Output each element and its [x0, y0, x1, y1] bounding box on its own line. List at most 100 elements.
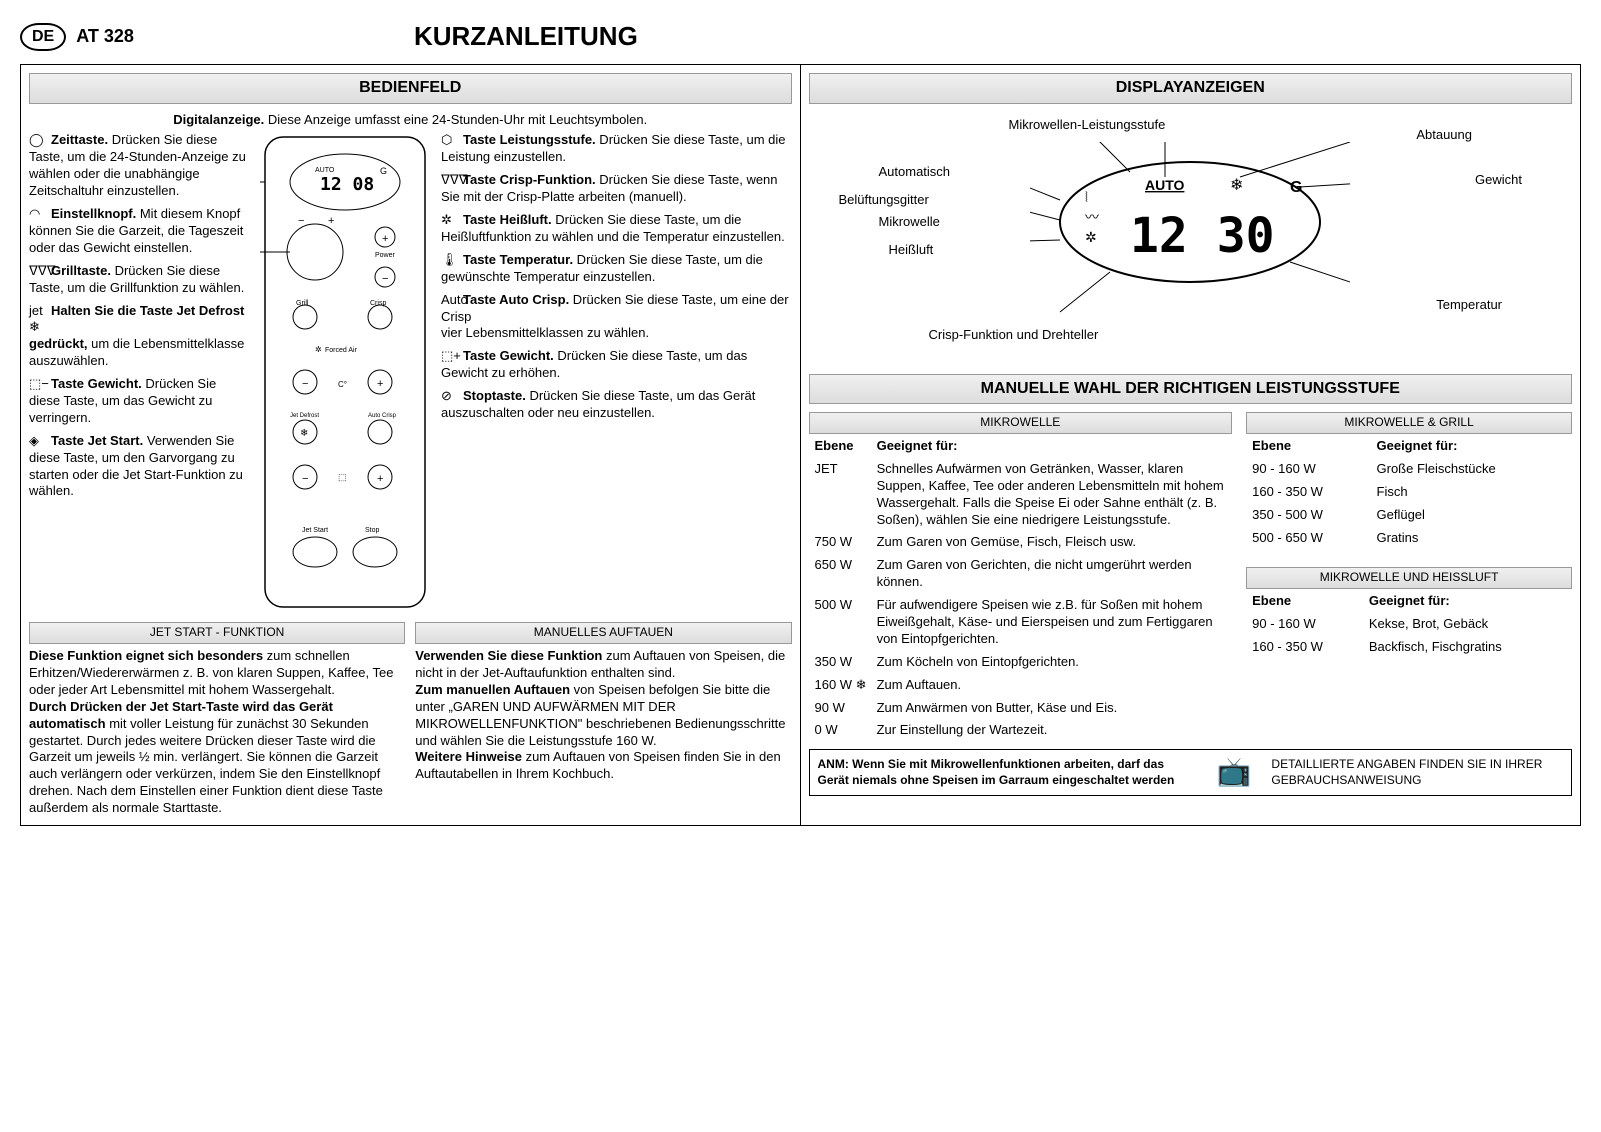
auto-crisp-icon: Auto Crisp [441, 292, 459, 326]
table-row: 350 WZum Köcheln von Eintopfgerichten. [811, 652, 1231, 673]
svg-text:AUTO: AUTO [1145, 177, 1185, 193]
callout-item: ◈Taste Jet Start. Verwenden Sie diese Ta… [29, 433, 249, 501]
svg-text:−: − [302, 378, 308, 390]
svg-text:✲: ✲ [1085, 229, 1097, 245]
table-row: 650 WZum Garen von Gerichten, die nicht … [811, 555, 1231, 593]
callout-item: ⬡Taste Leistungsstufe. Drücken Sie diese… [441, 132, 792, 166]
mw-table-header: MIKROWELLE [809, 412, 1233, 434]
jet-start-box: JET START - FUNKTION Diese Funktion eign… [29, 622, 405, 817]
footer-note: ANM: Wenn Sie mit Mikrowellenfunktionen … [809, 749, 1573, 795]
svg-text:12 30: 12 30 [1130, 208, 1275, 264]
callout-item: 🌡Taste Temperatur. Drücken Sie diese Tas… [441, 252, 792, 286]
mw-table: EbeneGeeignet für: JETSchnelles Aufwärme… [809, 434, 1233, 743]
svg-text:Forced Air: Forced Air [325, 347, 358, 354]
svg-text:+: + [382, 233, 388, 245]
callout-item: ⬚+Taste Gewicht. Drücken Sie diese Taste… [441, 348, 792, 382]
svg-text:+: + [377, 378, 383, 390]
callout-item: ᐁᐁᐁGrilltaste. Drücken Sie diese Taste, … [29, 263, 249, 297]
bedienfeld-heading: BEDIENFELD [29, 73, 792, 104]
table-row: 90 - 160 WGroße Fleischstücke [1248, 459, 1570, 480]
powerlevels-heading: MANUELLE WAHL DER RICHTIGEN LEISTUNGSSTU… [809, 374, 1573, 405]
callout-item: ✲Taste Heißluft. Drücken Sie diese Taste… [441, 212, 792, 246]
svg-text:G: G [380, 166, 387, 176]
main-content: BEDIENFELD Digitalanzeige. Diese Anzeige… [20, 64, 1581, 826]
label-weight: Gewicht [1475, 172, 1522, 189]
stop-icon: ⊘ [441, 388, 459, 405]
svg-text:Jet Defrost: Jet Defrost [290, 413, 319, 419]
model-number: AT 328 [76, 25, 134, 48]
microwave-icon: 📺 [1217, 754, 1252, 790]
table-row: 350 - 500 WGeflügel [1248, 505, 1570, 526]
label-crisp-turntable: Crisp-Funktion und Drehteller [929, 327, 1099, 344]
svg-text:+: + [377, 473, 383, 485]
svg-text:C°: C° [338, 380, 347, 389]
mw-heiss-table-section: MIKROWELLE UND HEISSLUFT EbeneGeeignet f… [1246, 567, 1572, 659]
table-row: 160 - 350 WFisch [1248, 482, 1570, 503]
weight-minus-icon: ⬚− [29, 376, 47, 393]
svg-text:〰: 〰 [1085, 209, 1099, 225]
jet-start-title: JET START - FUNKTION [29, 622, 405, 644]
manual-defrost-box: MANUELLES AUFTAUEN Verwenden Sie diese F… [415, 622, 791, 817]
manual-defrost-title: MANUELLES AUFTAUEN [415, 622, 791, 644]
callout-item: ⬚−Taste Gewicht. Drücken Sie diese Taste… [29, 376, 249, 427]
svg-text:⦚: ⦚ [1085, 189, 1088, 205]
table-row: 90 - 160 WKekse, Brot, Gebäck [1248, 614, 1570, 635]
temp-icon: 🌡 [441, 252, 459, 269]
svg-text:AUTO: AUTO [315, 167, 335, 174]
table-row: 500 - 650 WGratins [1248, 528, 1570, 549]
jet-defrost-icon: jet ❄ [29, 303, 47, 337]
svg-text:✲: ✲ [315, 345, 322, 354]
clock-icon: ◯ [29, 132, 47, 149]
table-row: JETSchnelles Aufwärmen von Getränken, Wa… [811, 459, 1231, 531]
svg-text:Stop: Stop [365, 527, 380, 534]
mw-grill-table-section: MIKROWELLE & GRILL EbeneGeeignet für: 90… [1246, 412, 1572, 550]
svg-text:−: − [302, 473, 308, 485]
svg-text:Grill: Grill [296, 300, 309, 307]
mw-table-section: MIKROWELLE EbeneGeeignet für: JETSchnell… [809, 412, 1233, 743]
mw-heiss-table: EbeneGeeignet für: 90 - 160 WKekse, Brot… [1246, 589, 1572, 660]
svg-text:Auto Crisp: Auto Crisp [368, 413, 397, 419]
mw-grill-header: MIKROWELLE & GRILL [1246, 412, 1572, 434]
table-row: 750 WZum Garen von Gemüse, Fisch, Fleisc… [811, 532, 1231, 553]
svg-text:Jet Start: Jet Start [302, 527, 328, 534]
label-hotair: Heißluft [889, 242, 934, 259]
jet-start-icon: ◈ [29, 433, 47, 450]
label-mw-power: Mikrowellen-Leistungsstufe [1009, 117, 1166, 134]
mw-heiss-header: MIKROWELLE UND HEISSLUFT [1246, 567, 1572, 589]
displayanzeigen-heading: DISPLAYANZEIGEN [809, 73, 1573, 104]
right-section: DISPLAYANZEIGEN AUTO ❄ G 12 30 ⦚ 〰 ✲ [801, 65, 1581, 825]
svg-text:⬚: ⬚ [338, 472, 347, 482]
table-row: 160 - 350 WBackfisch, Fischgratins [1248, 637, 1570, 658]
label-auto: Automatisch [879, 164, 951, 181]
header: DE AT 328 KURZANLEITUNG [20, 20, 1581, 54]
bedienfeld-section: BEDIENFELD Digitalanzeige. Diese Anzeige… [21, 65, 801, 825]
label-defrost: Abtauung [1416, 127, 1472, 144]
right-callout-list: ⬡Taste Leistungsstufe. Drücken Sie diese… [441, 132, 792, 612]
svg-text:+: + [328, 215, 334, 227]
page-title: KURZANLEITUNG [414, 20, 638, 54]
manual-defrost-text: Verwenden Sie diese Funktion zum Auftaue… [415, 648, 791, 783]
label-microwave: Mikrowelle [879, 214, 940, 231]
power-icon: ⬡ [441, 132, 459, 149]
svg-text:G: G [1290, 179, 1302, 196]
table-row: 90 WZum Anwärmen von Butter, Käse und Ei… [811, 698, 1231, 719]
jet-start-text: Diese Funktion eignet sich besonders zum… [29, 648, 405, 817]
digital-display-heading: Digitalanzeige. [173, 112, 264, 127]
mw-grill-table: EbeneGeeignet für: 90 - 160 WGroße Fleis… [1246, 434, 1572, 550]
callout-item: ᐁᐁᐁTaste Crisp-Funktion. Drücken Sie die… [441, 172, 792, 206]
footer-info: DETAILLIERTE ANGABEN FINDEN SIE IN IHRER… [1271, 757, 1563, 788]
crisp-icon: ᐁᐁᐁ [441, 172, 459, 189]
svg-text:−: − [382, 273, 388, 285]
callout-item: ⊘Stoptaste. Drücken Sie diese Taste, um … [441, 388, 792, 422]
label-temperature: Temperatur [1436, 297, 1502, 314]
svg-text:12 08: 12 08 [320, 174, 374, 195]
callout-item: jet ❄Halten Sie die Taste Jet Defrost ge… [29, 303, 249, 371]
grill-icon: ᐁᐁᐁ [29, 263, 47, 280]
callout-item: ◯Zeittaste. Drücken Sie diese Taste, um … [29, 132, 249, 200]
callout-item: Auto CrispTaste Auto Crisp. Drücken Sie … [441, 292, 792, 343]
svg-text:❄: ❄ [300, 428, 308, 439]
control-panel-diagram: AUTO 12 08 G − + + Power − Grill [255, 132, 435, 612]
callout-item: ◠Einstellknopf. Mit diesem Knopf können … [29, 206, 249, 257]
fan-icon: ✲ [441, 212, 459, 229]
label-vent: Belüftungsgitter [839, 192, 929, 209]
